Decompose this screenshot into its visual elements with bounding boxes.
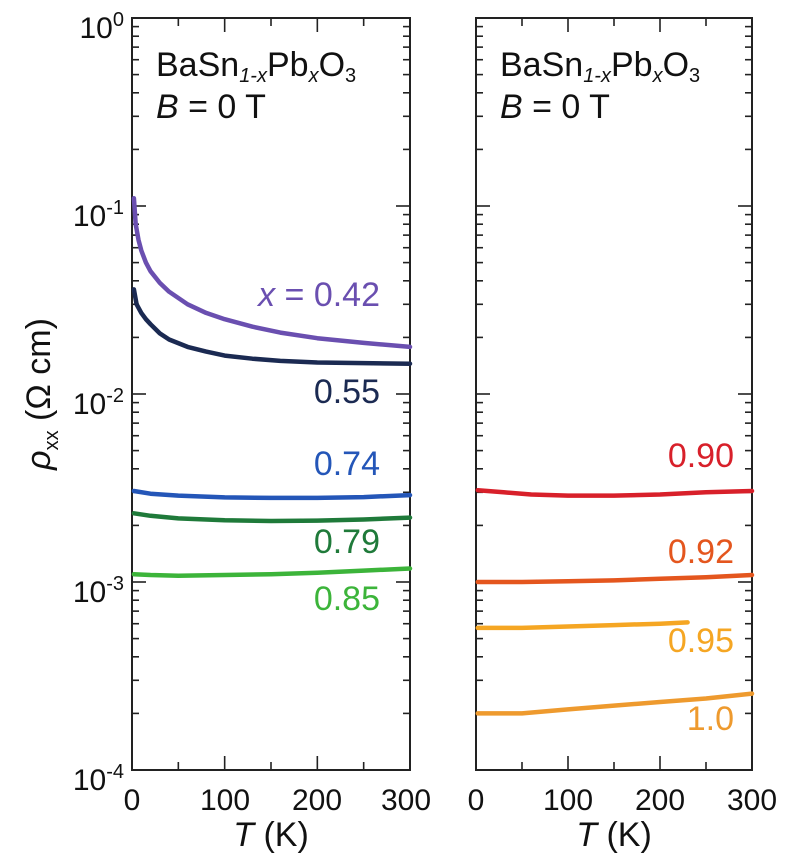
series-line-right-3 bbox=[475, 691, 755, 716]
x-tick-label-right-100: 100 bbox=[543, 784, 593, 817]
y-tick-label-1e0: 100 bbox=[80, 9, 125, 45]
x-axis-title-left: T (K) bbox=[233, 816, 309, 854]
x-tick-label-left-300: 300 bbox=[381, 784, 431, 817]
y-tick-label-1e-2: 10-2 bbox=[73, 385, 124, 421]
series-line-left-1 bbox=[131, 287, 413, 366]
y-tick-label-1e-3: 10-3 bbox=[73, 573, 124, 609]
x-tick-label-left-200: 200 bbox=[292, 784, 342, 817]
right-series-group bbox=[475, 487, 755, 716]
series-label-10: 1.0 bbox=[687, 700, 734, 738]
x-tick-label-right-300: 300 bbox=[727, 784, 777, 817]
series-label-055: 0.55 bbox=[314, 373, 380, 411]
series-line-right-2 bbox=[475, 620, 690, 631]
left-compound-label: BaSn1-xPbxO3 bbox=[156, 46, 356, 87]
right-field-label: B = 0 T bbox=[500, 88, 610, 126]
series-line-left-4 bbox=[131, 566, 413, 578]
left-field-label: B = 0 T bbox=[156, 88, 266, 126]
series-label-079: 0.79 bbox=[314, 523, 380, 561]
y-tick-label-1e-1: 10-1 bbox=[73, 197, 124, 233]
left-series-group bbox=[131, 195, 413, 578]
series-line-right-1 bbox=[475, 572, 755, 585]
x-tick-label-right-200: 200 bbox=[635, 784, 685, 817]
left-axis-ticks bbox=[131, 18, 411, 771]
series-label-x042: x = 0.42 bbox=[256, 276, 380, 314]
series-label-095: 0.95 bbox=[668, 622, 734, 660]
series-line-left-2 bbox=[131, 488, 413, 501]
right-axis-ticks bbox=[475, 18, 753, 771]
x-tick-label-left-100: 100 bbox=[200, 784, 250, 817]
series-line-right-0 bbox=[475, 487, 755, 498]
series-label-085: 0.85 bbox=[314, 580, 380, 618]
x-tick-label-right-0: 0 bbox=[468, 784, 485, 817]
x-axis-title-right: T (K) bbox=[576, 816, 652, 854]
x-tick-label-left-0: 0 bbox=[124, 784, 141, 817]
right-compound-label: BaSn1-xPbxO3 bbox=[500, 46, 700, 87]
series-label-090: 0.90 bbox=[668, 437, 734, 475]
y-tick-label-1e-4: 10-4 bbox=[73, 761, 124, 797]
series-label-074: 0.74 bbox=[314, 445, 380, 483]
series-label-092: 0.92 bbox=[668, 533, 734, 571]
series-line-left-3 bbox=[131, 511, 413, 524]
y-axis-title: ρxx (Ω cm) bbox=[20, 318, 63, 471]
series-line-left-0 bbox=[131, 195, 413, 350]
